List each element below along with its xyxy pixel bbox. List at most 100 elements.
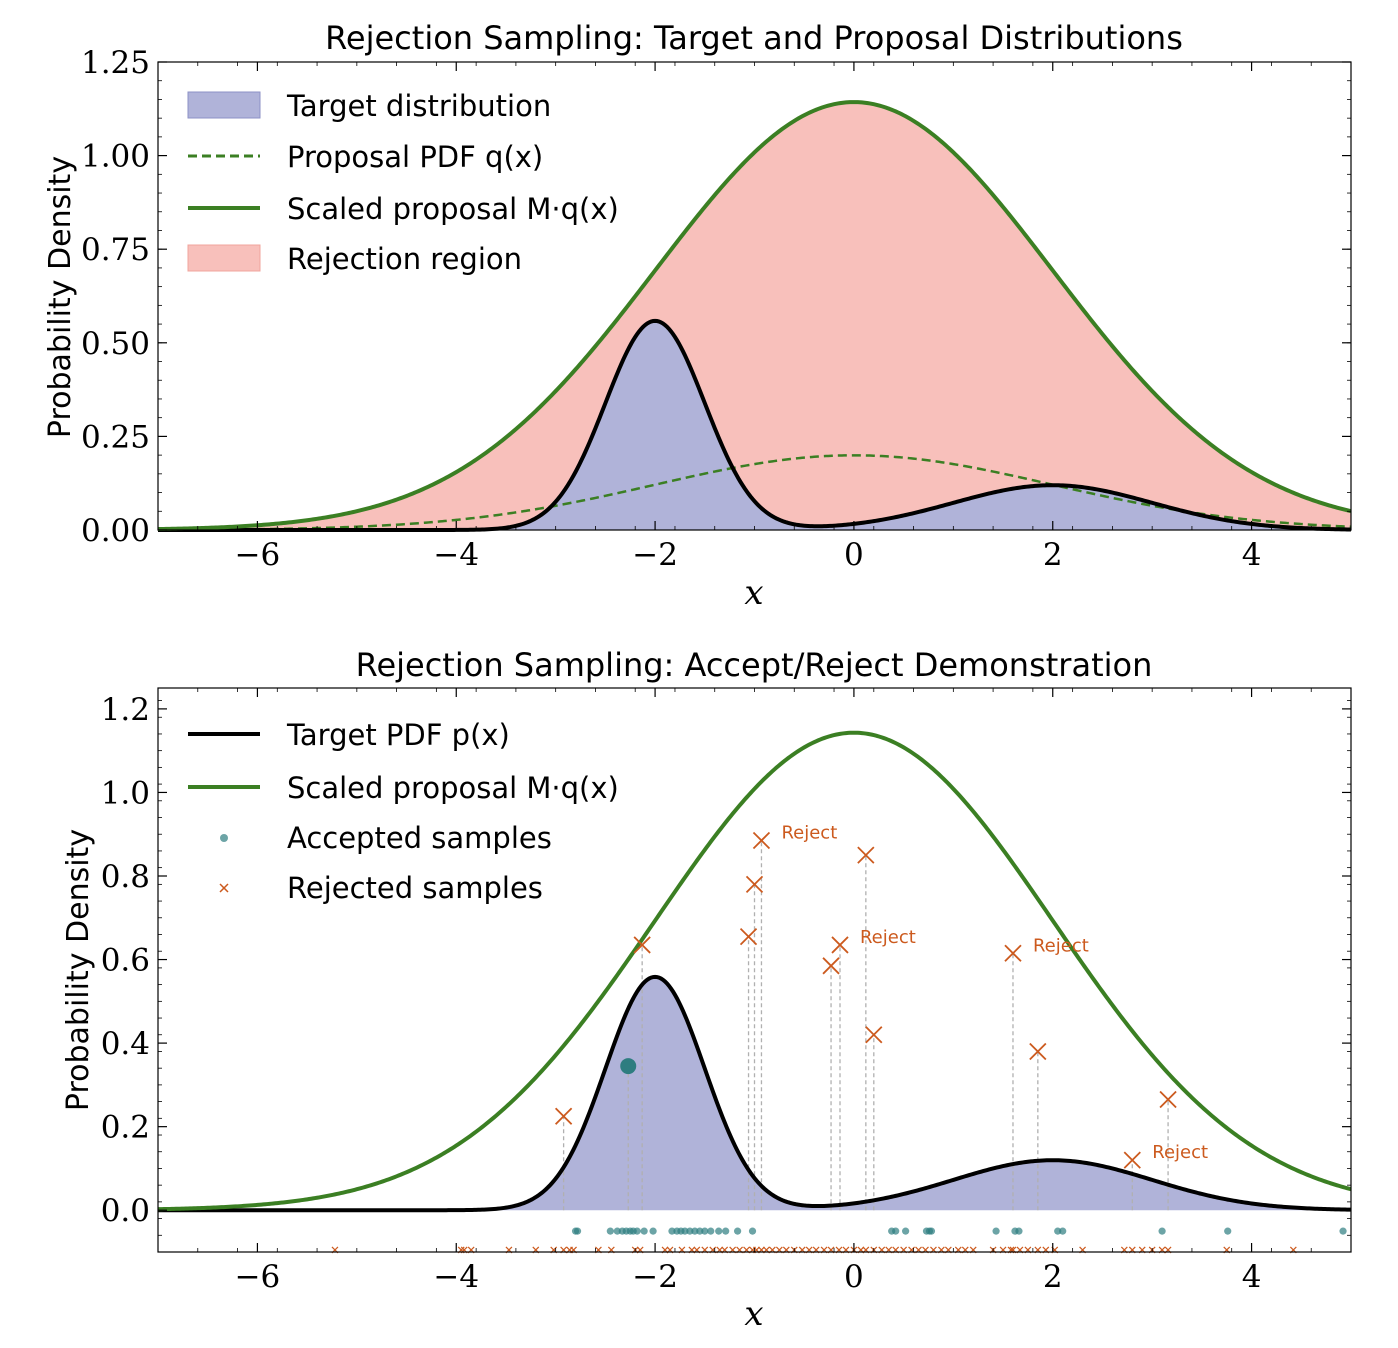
accepted-rug-dot <box>1054 1227 1062 1235</box>
bottom-y-tick-label: 0.8 <box>101 859 150 895</box>
top-x-tick-label: −6 <box>235 537 281 573</box>
scaled-proposal-line <box>157 730 1352 1212</box>
legend-target-patch <box>187 91 261 119</box>
bottom-panel-y-axis-label: Probability Density <box>61 829 96 1111</box>
top-y-tick-label: 0.25 <box>81 419 150 455</box>
accepted-rug-dot <box>892 1227 900 1235</box>
accepted-rug-dot <box>668 1227 676 1235</box>
rejected-sample-marker <box>1123 1151 1141 1169</box>
bottom-y-tick-label: 0.2 <box>101 1110 150 1146</box>
bottom-panel-points: Reject Reject Reject Reject <box>331 822 1347 1254</box>
top-panel-legend: Target distribution Proposal PDF q(x) Sc… <box>187 89 619 276</box>
top-x-tick-label: −2 <box>632 537 678 573</box>
accepted-rug-dot <box>1059 1227 1067 1235</box>
legend-target-label: Target distribution <box>286 89 551 123</box>
accepted-rug-dot <box>1339 1227 1347 1235</box>
accepted-rug-dot <box>992 1227 1000 1235</box>
bottom-y-tick-label: 0.0 <box>101 1193 150 1229</box>
rejected-sample-marker <box>822 957 840 975</box>
accepted-rug-dot <box>701 1227 709 1235</box>
legend-proposal-label: Proposal PDF q(x) <box>287 140 543 174</box>
bottom-panel-title: Rejection Sampling: Accept/Reject Demons… <box>356 646 1153 684</box>
accepted-rug-dot <box>573 1227 582 1235</box>
bottom-x-tick-label: 2 <box>1043 1259 1063 1295</box>
rejected-sample-marker-stroke-b <box>633 936 651 954</box>
legend-scaled-proposal-label: Scaled proposal M·q(x) <box>287 771 619 805</box>
bottom-panel-legend: Target PDF p(x) Scaled proposal M·q(x) A… <box>188 718 619 905</box>
accepted-rug-dot <box>722 1227 730 1235</box>
accepted-rug-dot <box>748 1227 757 1235</box>
bottom-panel-stems <box>562 840 1169 1211</box>
rejected-sample-marker <box>739 927 758 946</box>
rejected-sample-marker <box>857 846 875 864</box>
rejected-sample-marker-stroke-b <box>1029 1042 1047 1061</box>
rejected-sample-marker <box>1159 1090 1177 1109</box>
rejected-sample-marker-stroke-b <box>752 831 771 850</box>
reject-annotation: Reject <box>1152 1142 1208 1163</box>
rejected-sample-marker-stroke-b <box>745 875 764 893</box>
accepted-rug-dot <box>649 1227 657 1235</box>
legend-rejection-patch <box>187 244 261 272</box>
accepted-rug-dot <box>613 1227 621 1235</box>
bottom-y-tick-label: 1.2 <box>101 692 150 728</box>
rejected-sample-marker-stroke-b <box>1004 944 1022 962</box>
rejected-sample-marker <box>745 875 764 893</box>
top-x-tick-label: 4 <box>1242 537 1262 573</box>
accepted-rug-dot <box>691 1227 699 1235</box>
accepted-rug-dot <box>681 1227 689 1235</box>
bottom-x-tick-label: 0 <box>844 1259 864 1295</box>
accepted-rug-dot <box>640 1227 648 1235</box>
accepted-rug-dot <box>686 1227 694 1235</box>
reject-annotation: Reject <box>781 822 837 843</box>
rejected-sample-marker <box>752 831 771 850</box>
rejected-sample-marker-stroke-b <box>554 1107 573 1125</box>
accepted-rug-dot <box>707 1227 715 1235</box>
top-y-tick-label: 0.00 <box>81 513 150 549</box>
top-y-tick-label: 0.75 <box>81 232 150 268</box>
bottom-panel-lines <box>157 730 1352 1213</box>
legend-scaled-label: Scaled proposal M·q(x) <box>287 192 619 226</box>
top-x-tick-label: 0 <box>844 537 864 573</box>
rejected-sample-marker <box>865 1026 883 1044</box>
reject-annotation: Reject <box>1033 935 1089 956</box>
rejected-sample-marker-stroke-b <box>1159 1090 1177 1109</box>
rejected-sample-marker <box>1004 944 1022 962</box>
rejected-sample-marker <box>831 936 849 954</box>
target-pdf-line <box>158 974 1352 1213</box>
accepted-rug-dot <box>733 1227 742 1235</box>
legend-target-pdf-label: Target PDF p(x) <box>286 718 510 752</box>
legend-rejected-marker <box>219 883 229 893</box>
legend-accepted-marker <box>220 834 228 842</box>
accepted-sample-marker <box>620 1058 637 1075</box>
bottom-x-tick-label: −4 <box>433 1259 479 1295</box>
accepted-rug-dot <box>1015 1227 1023 1235</box>
accepted-rug-dot <box>1158 1227 1166 1235</box>
accepted-rug-dot <box>1224 1227 1232 1235</box>
bottom-y-tick-label: 0.4 <box>101 1026 150 1062</box>
rejected-sample-marker-stroke-b <box>822 957 840 975</box>
top-panel-ticks: −6 −4 −2 0 2 4 0.00 0.25 0.50 0.75 1.00 1.25 <box>81 45 1352 573</box>
bottom-y-tick-label: 0.6 <box>101 943 150 979</box>
rejected-sample-marker-stroke-b <box>739 927 758 946</box>
top-panel-y-axis-label: Probability Density <box>43 156 78 438</box>
top-panel-title: Rejection Sampling: Target and Proposal … <box>325 19 1183 57</box>
scaled-proposal-line <box>157 100 1352 532</box>
bottom-x-tick-label: −2 <box>632 1259 678 1295</box>
legend-accepted-label: Accepted samples <box>287 821 552 855</box>
top-panel-fills <box>158 102 1351 530</box>
top-y-tick-label: 1.25 <box>81 45 150 81</box>
rejected-sample-marker <box>554 1107 573 1125</box>
rejected-sample-marker-stroke-b <box>831 936 849 954</box>
top-y-tick-label: 1.00 <box>81 139 150 175</box>
rejected-sample-marker-stroke-b <box>857 846 875 864</box>
bottom-panel: Reject Reject Reject Reject −6 −4 −2 0 2 4 0.0 0.2… <box>61 646 1352 1334</box>
top-panel: −6 −4 −2 0 2 4 0.00 0.25 0.50 0.75 1.00 1.25 Reject… <box>43 19 1352 613</box>
rejection-region-fill <box>158 102 1351 530</box>
top-x-tick-label: −4 <box>433 537 479 573</box>
bottom-x-tick-label: 4 <box>1242 1259 1262 1295</box>
bottom-y-tick-label: 1.0 <box>101 775 150 811</box>
accepted-rug-dot <box>696 1227 704 1235</box>
accepted-rug-dot <box>902 1227 910 1235</box>
bottom-panel-x-axis-label: x <box>744 1294 763 1334</box>
